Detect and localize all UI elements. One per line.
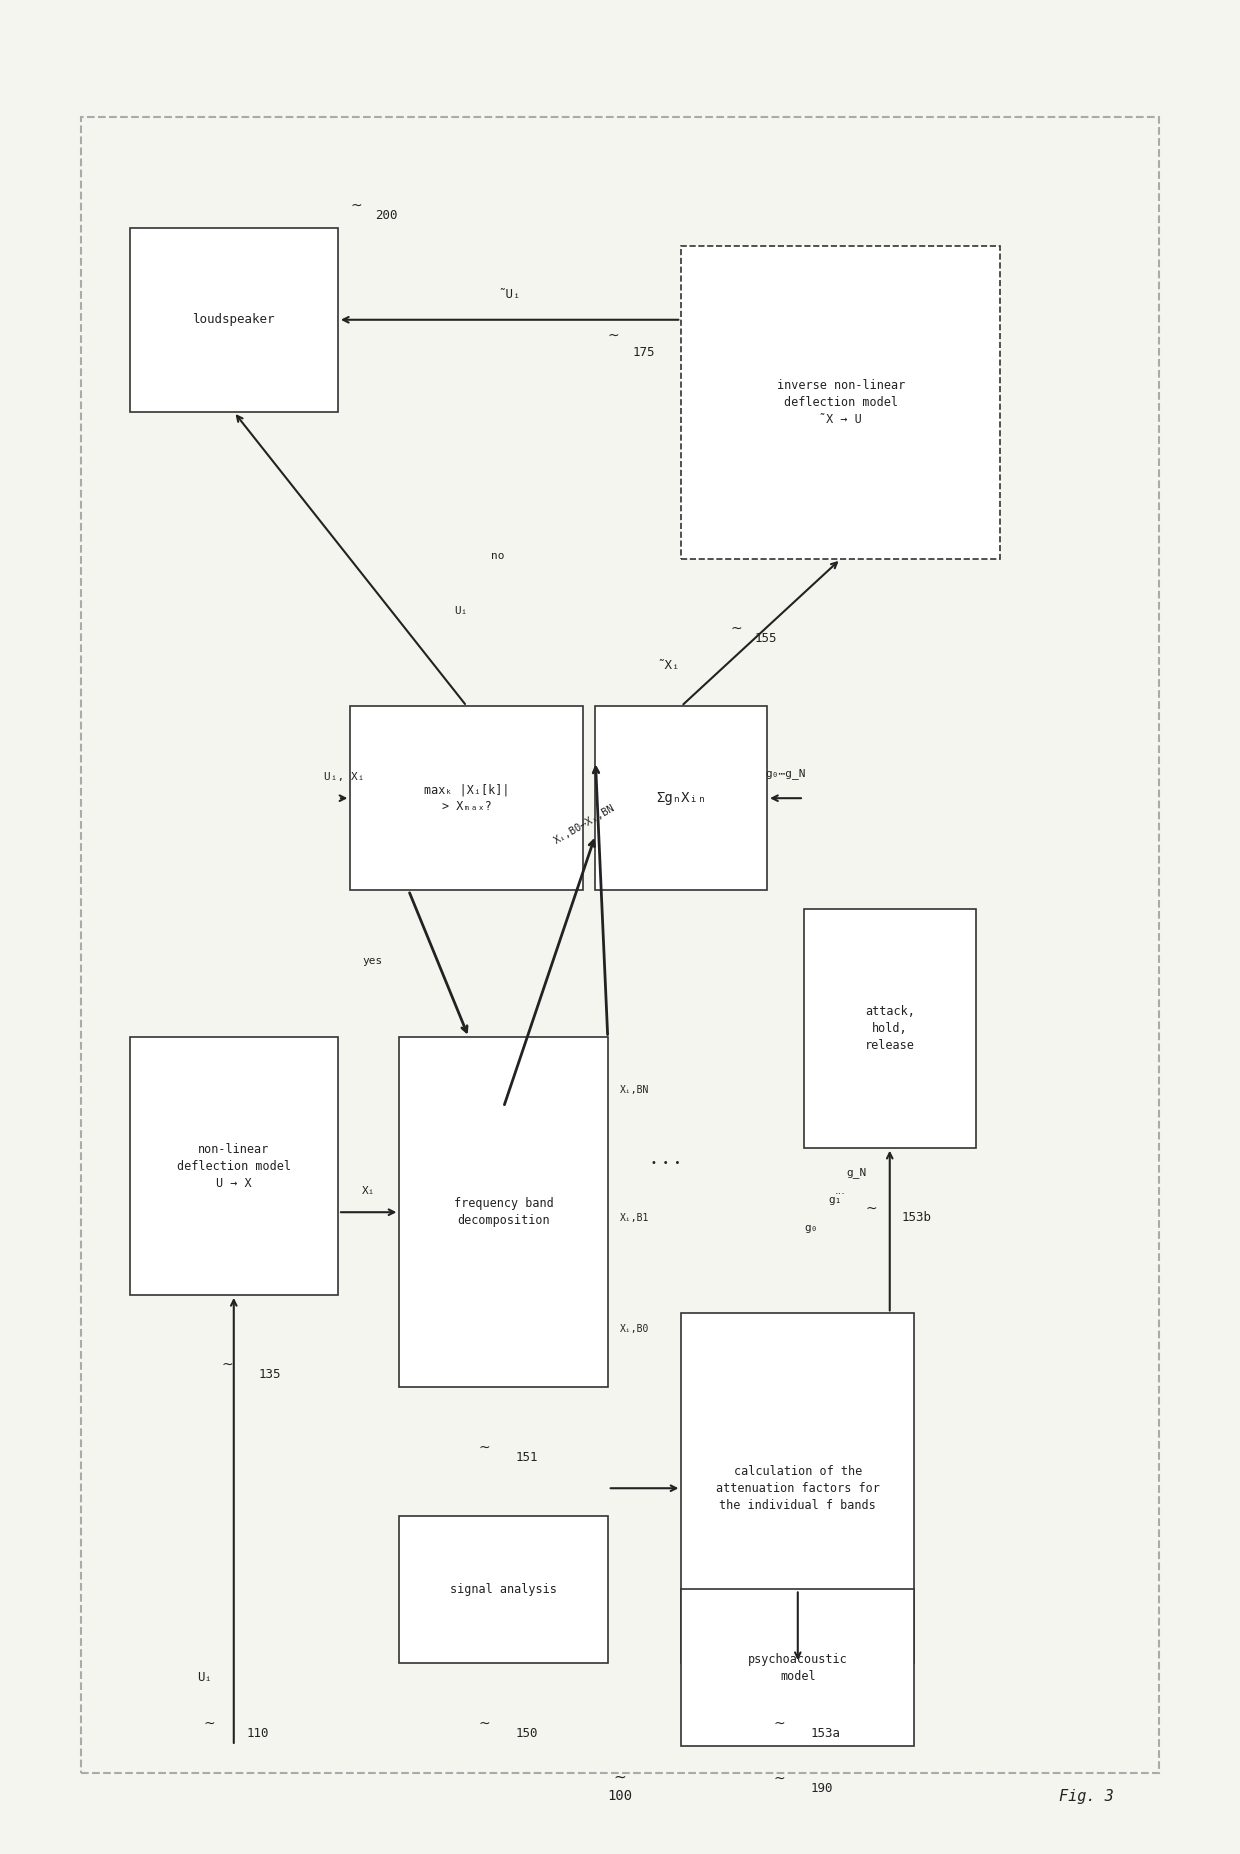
Text: attack,
hold,
release: attack, hold, release xyxy=(864,1005,915,1051)
Text: g₀: g₀ xyxy=(804,1222,817,1233)
FancyBboxPatch shape xyxy=(681,247,1001,558)
Text: ~: ~ xyxy=(608,328,619,343)
Text: inverse non-linear
deflection model
˜X → U: inverse non-linear deflection model ˜X →… xyxy=(776,378,905,426)
Text: Uᵢ, Xᵢ: Uᵢ, Xᵢ xyxy=(324,771,365,782)
Text: Uᵢ: Uᵢ xyxy=(197,1672,212,1685)
Text: frequency band
decomposition: frequency band decomposition xyxy=(454,1198,553,1227)
Text: ~: ~ xyxy=(479,1717,491,1730)
FancyBboxPatch shape xyxy=(681,1313,914,1663)
Text: Xᵢ,B0⋯Xᵢ,BN: Xᵢ,B0⋯Xᵢ,BN xyxy=(553,803,618,845)
Text: 155: 155 xyxy=(755,632,777,645)
Text: g₀⋯g_N: g₀⋯g_N xyxy=(765,768,806,779)
Text: Xᵢ,BN: Xᵢ,BN xyxy=(620,1085,650,1094)
Text: 151: 151 xyxy=(516,1450,538,1463)
Text: 110: 110 xyxy=(246,1726,269,1739)
FancyBboxPatch shape xyxy=(399,1038,608,1387)
Text: • • •: • • • xyxy=(651,1159,680,1168)
Text: 200: 200 xyxy=(374,208,397,222)
Text: ~: ~ xyxy=(222,1357,233,1372)
Text: ~: ~ xyxy=(203,1717,215,1730)
Text: Xᵢ,B1: Xᵢ,B1 xyxy=(620,1213,650,1224)
FancyBboxPatch shape xyxy=(129,228,339,412)
Text: 175: 175 xyxy=(632,345,655,358)
Text: g₁: g₁ xyxy=(828,1196,842,1205)
Text: yes: yes xyxy=(362,957,383,966)
Text: 153a: 153a xyxy=(810,1726,839,1739)
Text: no: no xyxy=(491,551,505,562)
Text: Xᵢ: Xᵢ xyxy=(362,1187,376,1196)
Text: Xᵢ,B0: Xᵢ,B0 xyxy=(620,1324,650,1333)
Text: ~: ~ xyxy=(774,1717,785,1730)
Text: 153b: 153b xyxy=(901,1211,932,1224)
Text: ~: ~ xyxy=(479,1441,491,1454)
Text: psychoacoustic
model: psychoacoustic model xyxy=(748,1652,848,1683)
Text: g_N: g_N xyxy=(847,1168,867,1179)
Text: ...: ... xyxy=(835,1187,846,1196)
Text: ~: ~ xyxy=(350,198,362,213)
FancyBboxPatch shape xyxy=(399,1517,608,1663)
Text: calculation of the
attenuation factors for
the individual f bands: calculation of the attenuation factors f… xyxy=(715,1465,879,1511)
Text: 135: 135 xyxy=(258,1368,280,1381)
Text: ˜Xᵢ: ˜Xᵢ xyxy=(657,660,680,673)
Text: ~: ~ xyxy=(774,1772,785,1785)
Text: ~: ~ xyxy=(866,1201,877,1214)
FancyBboxPatch shape xyxy=(804,908,976,1148)
Text: 190: 190 xyxy=(810,1782,832,1795)
Text: ˜Uᵢ: ˜Uᵢ xyxy=(498,287,521,300)
FancyBboxPatch shape xyxy=(681,1589,914,1746)
Text: Fig. 3: Fig. 3 xyxy=(1059,1789,1114,1804)
Text: signal analysis: signal analysis xyxy=(450,1583,557,1596)
FancyBboxPatch shape xyxy=(129,1038,339,1296)
FancyBboxPatch shape xyxy=(350,706,583,890)
FancyBboxPatch shape xyxy=(595,706,768,890)
Text: non-linear
deflection model
U → X: non-linear deflection model U → X xyxy=(177,1142,290,1190)
Text: 100: 100 xyxy=(608,1789,632,1802)
Text: loudspeaker: loudspeaker xyxy=(192,313,275,326)
Text: Uᵢ: Uᵢ xyxy=(455,606,467,616)
Text: ~: ~ xyxy=(730,621,742,636)
Text: maxₖ |Xᵢ[k]|
> Xₘₐₓ?: maxₖ |Xᵢ[k]| > Xₘₐₓ? xyxy=(424,782,510,814)
Text: ΣgₙXᵢₙ: ΣgₙXᵢₙ xyxy=(656,792,707,805)
Text: 150: 150 xyxy=(516,1726,538,1739)
Text: ~: ~ xyxy=(614,1769,626,1785)
